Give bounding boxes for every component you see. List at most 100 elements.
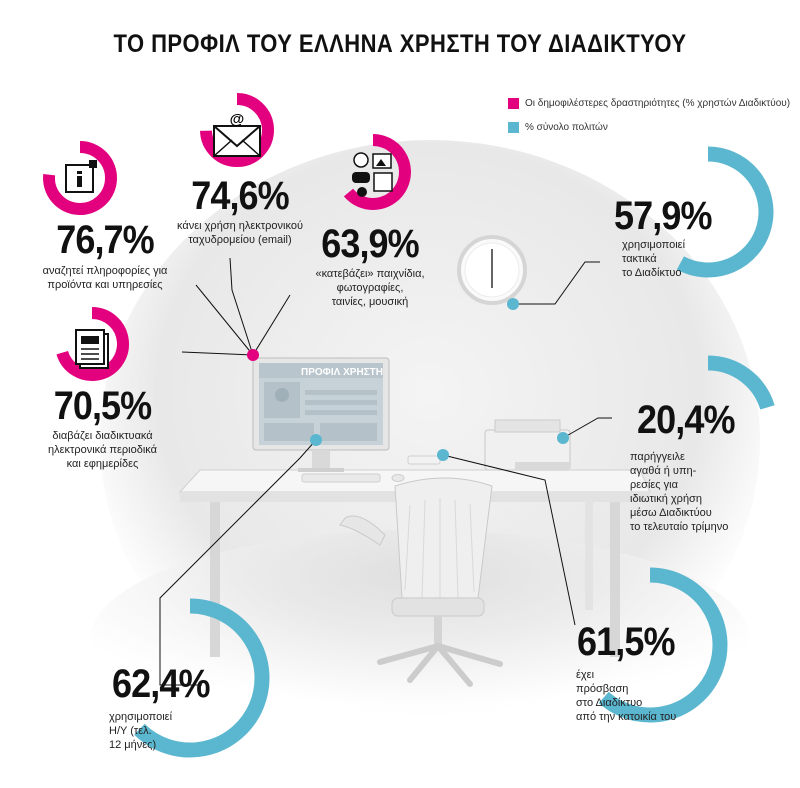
desc-line: ιδιωτική χρήση: [630, 493, 702, 505]
ring-arc-download: [343, 134, 411, 210]
desc-line: προϊόντα και υπηρεσίες: [47, 279, 163, 291]
connector-download: [252, 294, 291, 356]
stat-description: «κατεβάζει» παιχνίδια, φωτογραφίες, ταιν…: [300, 267, 440, 309]
ring-orders: [707, 355, 775, 410]
stat-value: 20,4%: [637, 398, 735, 442]
stat-orders: 20,4% παρήγγειλε αγαθά ή υπη- ρεσίες για…: [630, 400, 770, 534]
printer: [484, 419, 571, 471]
page-title: ΤΟ ΠΡΟΦΙΛ ΤΟΥ ΕΛΛΗΝΑ ΧΡΗΣΤΗ ΤΟΥ ΔΙΑΔΙΚΤΥ…: [113, 30, 687, 58]
stat-description: χρησιμοποιεί Η/Υ (τελ. 12 μήνες): [109, 710, 245, 752]
stat-description: διαβάζει διαδικτυακά ηλεκτρονικά περιοδι…: [30, 429, 175, 471]
legend-item-blue: % σύνολο πολιτών: [508, 122, 790, 133]
ring-arc-home: [598, 567, 728, 723]
svg-text:@: @: [230, 111, 245, 128]
desc-line: διαβάζει διαδικτυακά: [52, 430, 153, 442]
desc-line: το τελευταίο τρίμηνο: [630, 521, 729, 533]
stat-value: 62,4%: [112, 662, 210, 706]
stat-description: παρήγγειλε αγαθά ή υπη- ρεσίες για ιδιωτ…: [630, 450, 770, 534]
desc-line: τακτικά: [622, 253, 657, 265]
media-icon: [352, 152, 393, 197]
stat-description: κάνει χρήση ηλεκτρονικού ταχυδρομείου (e…: [160, 219, 320, 247]
desc-line: μέσω Διαδικτύου: [630, 507, 712, 519]
ring-pc: [134, 598, 270, 758]
desc-line: από την κατοικία του: [576, 711, 677, 723]
desc-line: αγαθά ή υπη-: [630, 465, 697, 477]
pink-dot: [247, 349, 259, 361]
ring-arc-pc: [134, 598, 270, 758]
ring-regular: [676, 146, 774, 278]
blue-dot: [310, 434, 322, 446]
connector-lines: [159, 257, 612, 686]
desc-line: παρήγγειλε: [630, 451, 685, 463]
stat-regular: 57,9% χρησιμοποιεί τακτικά το Διαδίκτυο: [608, 196, 728, 280]
clock-icon: [457, 235, 527, 305]
desc-line: ρεσίες για: [630, 479, 678, 491]
connector-home: [442, 454, 576, 626]
stat-value: 57,9%: [614, 194, 712, 238]
desc-line: πρόσβαση: [576, 683, 629, 695]
ring-arc-orders: [707, 355, 775, 410]
desc-line: και εφημερίδες: [66, 458, 139, 470]
desc-line: χρησιμοποιεί: [109, 711, 173, 723]
legend: Οι δημοφιλέστερες δραστηριότητες (% χρησ…: [508, 98, 790, 133]
stat-news: 70,5% διαβάζει διαδικτυακά ηλεκτρονικά π…: [30, 386, 175, 471]
desc-line: 12 μήνες): [109, 739, 157, 751]
stat-value: 61,5%: [577, 620, 675, 664]
blue-dot: [557, 432, 569, 444]
connector-pc: [159, 439, 317, 686]
desc-line: «κατεβάζει» παιχνίδια,: [315, 268, 425, 280]
desc-line: φωτογραφίες,: [336, 282, 404, 294]
legend-label: % σύνολο πολιτών: [525, 122, 608, 133]
monitor: [252, 357, 390, 472]
ring-arc-news: [56, 307, 129, 381]
legend-swatch-pink: [508, 98, 519, 109]
stat-value: 74,6%: [191, 174, 289, 218]
blue-dot: [437, 449, 449, 461]
stat-value: 63,9%: [321, 222, 419, 266]
connector-info: [195, 284, 254, 356]
ring-info: [43, 141, 117, 215]
stat-download: 63,9% «κατεβάζει» παιχνίδια, φωτογραφίες…: [300, 224, 440, 309]
office-chair: [339, 477, 503, 687]
stat-description: αναζητεί πληροφορίες για προϊόντα και υπ…: [30, 264, 180, 292]
newspaper-icon: [75, 329, 109, 369]
legend-swatch-blue: [508, 122, 519, 133]
connector-email: [229, 257, 254, 356]
desc-line: κάνει χρήση ηλεκτρονικού: [177, 220, 303, 232]
screen-label: ΠΡΟΦΙΛ ΧΡΗΣΤΗ: [301, 367, 383, 378]
keyboard: [301, 473, 381, 483]
info-icon: [65, 160, 97, 193]
desc-line: ταινίες, μουσική: [331, 296, 409, 308]
desc-line: στο Διαδίκτυο: [576, 697, 643, 709]
envelope-icon: @: [213, 111, 261, 157]
blue-dot: [507, 298, 519, 310]
connector-regular: [513, 261, 600, 305]
stat-value: 76,7%: [56, 218, 154, 262]
stat-description: χρησιμοποιεί τακτικά το Διαδίκτυο: [622, 238, 728, 280]
legend-item-pink: Οι δημοφιλέστερες δραστηριότητες (% χρησ…: [508, 98, 790, 109]
ring-news: [56, 307, 129, 381]
desc-line: ηλεκτρονικά περιοδικά: [47, 444, 158, 456]
stat-value: 70,5%: [53, 384, 152, 428]
stat-info: 76,7% αναζητεί πληροφορίες για προϊόντα …: [30, 220, 180, 292]
desc-line: έχει: [576, 669, 595, 681]
desc-line: Η/Υ (τελ.: [109, 725, 152, 737]
stat-description: έχει πρόσβαση στο Διαδίκτυο από την κατο…: [576, 668, 710, 724]
connector-news: [181, 351, 254, 356]
ring-arc-info: [43, 141, 117, 215]
stat-email: 74,6% κάνει χρήση ηλεκτρονικού ταχυδρομε…: [160, 176, 320, 247]
ring-home: [598, 567, 728, 723]
desc-line: ταχυδρομείου (email): [188, 234, 292, 246]
ring-download: [343, 134, 411, 210]
ring-arc-regular: [676, 146, 774, 278]
stat-home: 61,5% έχει πρόσβαση στο Διαδίκτυο από τη…: [570, 622, 710, 724]
desc-line: το Διαδίκτυο: [622, 267, 682, 279]
desc-line: αναζητεί πληροφορίες για: [42, 265, 168, 277]
connector-orders: [562, 417, 612, 439]
desc-line: χρησιμοποιεί: [622, 239, 686, 251]
stat-pc: 62,4% χρησιμοποιεί Η/Υ (τελ. 12 μήνες): [105, 664, 245, 752]
legend-label: Οι δημοφιλέστερες δραστηριότητες (% χρησ…: [525, 98, 791, 109]
